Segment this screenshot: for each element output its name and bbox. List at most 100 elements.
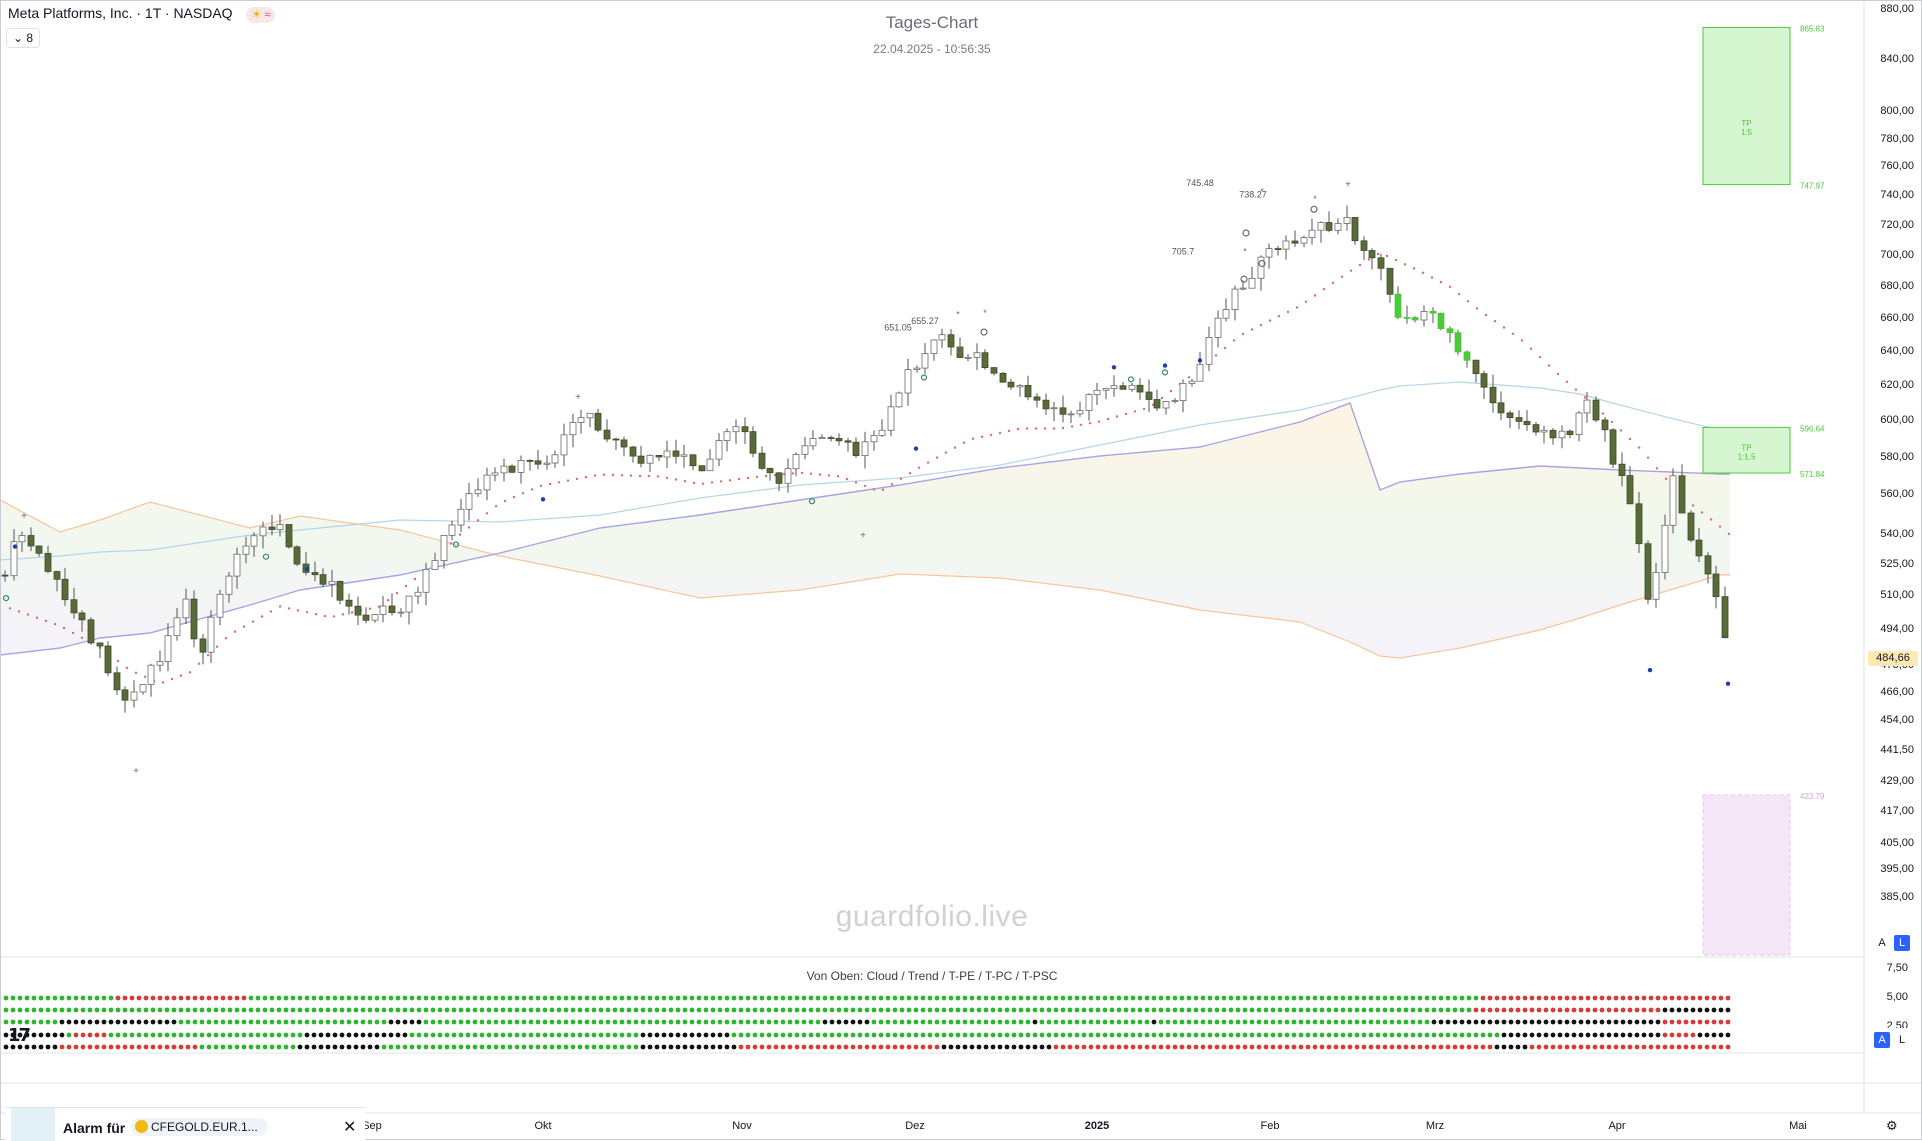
indicator-dot	[451, 1019, 457, 1025]
trailing-stop-dot	[1691, 504, 1695, 507]
indicator-dot	[724, 1019, 730, 1025]
indicator-dot	[1410, 1044, 1416, 1050]
indicator-dot	[297, 995, 303, 1001]
indicator-dot	[94, 1007, 100, 1013]
trailing-stop-dot	[341, 613, 345, 616]
trailing-stop-dot	[881, 488, 885, 491]
indicator-dot	[1298, 1044, 1304, 1050]
indicator-dot	[836, 1007, 842, 1013]
trailing-stop-dot	[764, 474, 768, 478]
auto-scale-button[interactable]: A	[1874, 935, 1890, 951]
indicator-dot	[1480, 1044, 1486, 1050]
alert-symbol[interactable]: CFEGOLD.EUR.1...	[131, 1118, 268, 1136]
indicator-dot	[1445, 1032, 1451, 1038]
candle-body	[233, 553, 241, 577]
indicator-dot	[220, 1007, 226, 1013]
indicator-dot	[486, 1044, 492, 1050]
indicator-dot	[1284, 1044, 1290, 1050]
indicator-dot	[731, 1032, 737, 1038]
candle-body	[1540, 429, 1548, 433]
indicator-dot	[542, 1007, 548, 1013]
indicator-dot	[1165, 1007, 1171, 1013]
indicator-dot	[1060, 1044, 1066, 1050]
indicator-dot	[45, 1007, 51, 1013]
indicator-dot	[1312, 995, 1318, 1001]
candle-body	[96, 642, 104, 647]
indicator-dot	[178, 1007, 184, 1013]
indicator-dot	[962, 1007, 968, 1013]
indicator-dot	[1039, 1032, 1045, 1038]
candle-body	[431, 560, 439, 570]
trailing-stop-dot	[530, 488, 534, 491]
indicator-dot	[1158, 1007, 1164, 1013]
trailing-stop-dot	[575, 477, 579, 481]
trailing-stop-dot	[1322, 288, 1326, 291]
indicator-dot	[843, 1007, 849, 1013]
candle-body	[723, 431, 731, 442]
trailing-stop-dot	[773, 473, 777, 477]
trailing-stop-dot	[197, 662, 201, 665]
indicator-dot	[535, 1032, 541, 1038]
indicator-dot	[1655, 995, 1661, 1001]
indicator-log-button[interactable]: L	[1894, 1032, 1910, 1048]
indicator-dot	[1046, 1019, 1052, 1025]
indicator-dot	[1074, 1044, 1080, 1050]
candle-body	[259, 526, 267, 537]
indicator-dot	[409, 1019, 415, 1025]
indicator-dot	[1592, 995, 1598, 1001]
indicator-dot	[997, 995, 1003, 1001]
indicator-dot	[241, 1007, 247, 1013]
tradingview-logo[interactable]: 17	[8, 1025, 31, 1046]
candle-body	[199, 638, 207, 653]
indicator-dot	[122, 1032, 128, 1038]
indicator-dot	[164, 995, 170, 1001]
indicator-dot	[941, 1044, 947, 1050]
indicator-dot	[465, 1007, 471, 1013]
indicator-dot	[1690, 1032, 1696, 1038]
indicator-dot	[696, 1007, 702, 1013]
indicator-dot	[80, 1032, 86, 1038]
indicator-dot	[73, 1019, 79, 1025]
indicator-dot	[1228, 995, 1234, 1001]
indicator-auto-button[interactable]: A	[1874, 1032, 1890, 1048]
alert-toast[interactable]: Alarm für CFEGOLD.EUR.1... ✕	[5, 1107, 365, 1141]
indicator-dot	[1515, 995, 1521, 1001]
candle-body	[1188, 380, 1196, 384]
indicator-dot	[549, 995, 555, 1001]
indicator-dot	[892, 995, 898, 1001]
indicator-dot	[1606, 995, 1612, 1001]
indicator-dot	[1613, 1032, 1619, 1038]
indicator-dot	[1459, 995, 1465, 1001]
indicator-dot	[584, 1044, 590, 1050]
indicator-dot	[1382, 1032, 1388, 1038]
trade-level-label: 747.97	[1800, 182, 1825, 191]
indicator-dot	[815, 1032, 821, 1038]
status-chip[interactable]: ☀ ≈	[246, 7, 276, 23]
indicator-dot	[1186, 995, 1192, 1001]
candle-body	[655, 454, 663, 458]
collapse-indicators-button[interactable]: ⌄ 8	[6, 28, 41, 48]
symbol-title[interactable]: Meta Platforms, Inc. · 1T · NASDAQ	[8, 5, 233, 21]
indicator-dot	[773, 1007, 779, 1013]
candle-body	[1248, 277, 1256, 289]
indicator-dot	[843, 1044, 849, 1050]
indicator-dot	[1501, 1044, 1507, 1050]
indicator-dot	[843, 995, 849, 1001]
close-icon[interactable]: ✕	[343, 1119, 357, 1136]
indicator-dot	[1354, 1019, 1360, 1025]
indicator-dot	[3, 1044, 9, 1050]
trailing-stop-dot	[1664, 477, 1668, 480]
indicator-dot	[689, 1019, 695, 1025]
indicator-dot	[626, 995, 632, 1001]
indicator-dot	[983, 1019, 989, 1025]
settings-gear-icon[interactable]: ⚙	[1886, 1118, 1898, 1133]
indicator-dot	[101, 1044, 107, 1050]
indicator-dot	[1235, 1044, 1241, 1050]
indicator-dot	[920, 1019, 926, 1025]
symbol-header[interactable]: Meta Platforms, Inc. · 1T · NASDAQ ☀ ≈	[8, 5, 276, 23]
indicator-dot	[1641, 1019, 1647, 1025]
log-scale-button[interactable]: L	[1894, 935, 1910, 951]
trade-levels: 865.83747.97596.64571.84423.79TP1:5TP1:1…	[1702, 24, 1825, 956]
indicator-dot	[1116, 1032, 1122, 1038]
